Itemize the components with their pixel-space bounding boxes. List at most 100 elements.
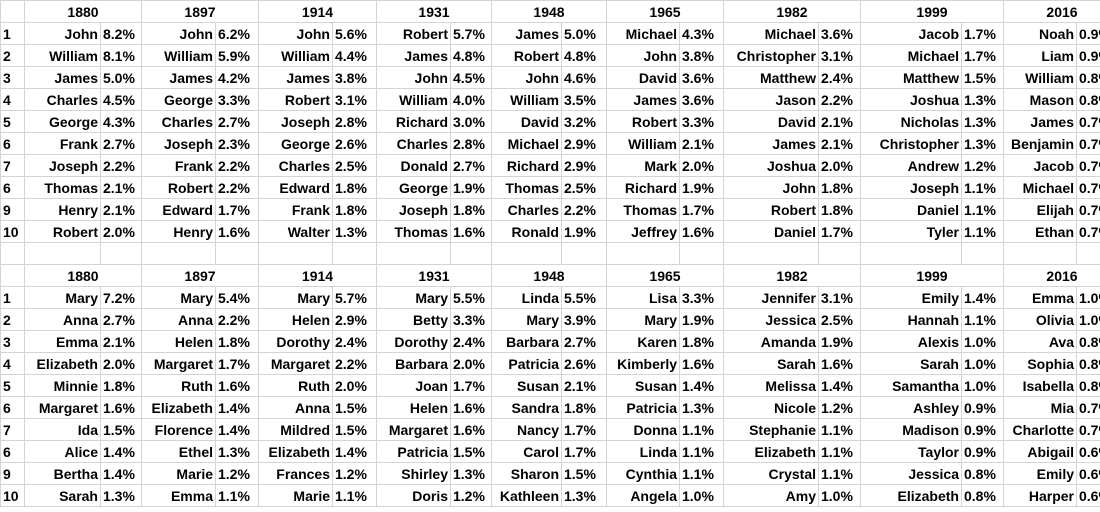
percent-cell[interactable]: 0.7% — [1076, 396, 1100, 419]
name-cell[interactable]: John — [258, 22, 333, 45]
percent-cell[interactable]: 2.2% — [332, 352, 377, 375]
name-cell[interactable]: Alexis — [860, 330, 962, 353]
name-cell[interactable]: Cynthia — [606, 462, 680, 485]
percent-cell[interactable]: 2.9% — [561, 132, 607, 155]
empty-cell[interactable] — [606, 242, 680, 265]
name-cell[interactable]: James — [606, 88, 680, 111]
year-header-cell[interactable]: 1931 — [376, 0, 492, 23]
percent-cell[interactable]: 2.2% — [561, 198, 607, 221]
name-cell[interactable]: Elizabeth — [258, 440, 333, 463]
percent-cell[interactable]: 1.0% — [679, 484, 724, 507]
name-cell[interactable]: Jacob — [860, 22, 962, 45]
empty-cell[interactable] — [24, 242, 101, 265]
percent-cell[interactable]: 1.8% — [332, 176, 377, 199]
name-cell[interactable]: Ida — [24, 418, 101, 441]
percent-cell[interactable]: 1.5% — [332, 418, 377, 441]
name-cell[interactable]: Henry — [141, 220, 216, 243]
name-cell[interactable]: Mary — [141, 286, 216, 309]
percent-cell[interactable]: 4.2% — [215, 66, 259, 89]
percent-cell[interactable]: 0.6% — [1076, 462, 1100, 485]
percent-cell[interactable]: 2.2% — [215, 154, 259, 177]
percent-cell[interactable]: 8.1% — [100, 44, 142, 67]
percent-cell[interactable]: 1.9% — [818, 330, 861, 353]
name-cell[interactable]: Robert — [376, 22, 451, 45]
percent-cell[interactable]: 1.1% — [961, 176, 1004, 199]
name-cell[interactable]: Ashley — [860, 396, 962, 419]
percent-cell[interactable]: 3.8% — [679, 44, 724, 67]
percent-cell[interactable]: 3.0% — [450, 110, 492, 133]
name-cell[interactable]: John — [141, 22, 216, 45]
name-cell[interactable]: Donald — [376, 154, 451, 177]
name-cell[interactable]: Joseph — [860, 176, 962, 199]
name-cell[interactable]: Donna — [606, 418, 680, 441]
year-header-cell[interactable]: 1999 — [860, 264, 1004, 287]
name-cell[interactable]: William — [491, 88, 562, 111]
name-cell[interactable]: Barbara — [376, 352, 451, 375]
rank-cell[interactable]: 4 — [0, 352, 25, 375]
percent-cell[interactable]: 1.1% — [818, 462, 861, 485]
percent-cell[interactable]: 2.2% — [215, 308, 259, 331]
name-cell[interactable]: William — [1003, 66, 1077, 89]
name-cell[interactable]: Margaret — [141, 352, 216, 375]
name-cell[interactable]: Thomas — [24, 176, 101, 199]
percent-cell[interactable]: 5.7% — [332, 286, 377, 309]
name-cell[interactable]: Richard — [491, 154, 562, 177]
name-cell[interactable]: David — [723, 110, 819, 133]
name-cell[interactable]: Marie — [141, 462, 216, 485]
name-cell[interactable]: David — [491, 110, 562, 133]
percent-cell[interactable]: 3.3% — [679, 286, 724, 309]
percent-cell[interactable]: 2.4% — [332, 330, 377, 353]
percent-cell[interactable]: 1.8% — [215, 330, 259, 353]
name-cell[interactable]: Betty — [376, 308, 451, 331]
percent-cell[interactable]: 3.3% — [215, 88, 259, 111]
name-cell[interactable]: Robert — [606, 110, 680, 133]
name-cell[interactable]: Daniel — [860, 198, 962, 221]
name-cell[interactable]: Minnie — [24, 374, 101, 397]
percent-cell[interactable]: 2.1% — [100, 330, 142, 353]
percent-cell[interactable]: 4.6% — [561, 66, 607, 89]
percent-cell[interactable]: 3.1% — [818, 286, 861, 309]
percent-cell[interactable]: 0.8% — [1076, 352, 1100, 375]
name-cell[interactable]: Margaret — [258, 352, 333, 375]
percent-cell[interactable]: 3.3% — [450, 308, 492, 331]
name-cell[interactable]: Angela — [606, 484, 680, 507]
name-cell[interactable]: Karen — [606, 330, 680, 353]
percent-cell[interactable]: 3.5% — [561, 88, 607, 111]
percent-cell[interactable]: 2.5% — [332, 154, 377, 177]
name-cell[interactable]: Emma — [24, 330, 101, 353]
name-cell[interactable]: Helen — [258, 308, 333, 331]
name-cell[interactable]: Harper — [1003, 484, 1077, 507]
percent-cell[interactable]: 4.3% — [679, 22, 724, 45]
name-cell[interactable]: George — [376, 176, 451, 199]
name-cell[interactable]: Joseph — [141, 132, 216, 155]
name-cell[interactable]: Michael — [1003, 176, 1077, 199]
percent-cell[interactable]: 2.0% — [679, 154, 724, 177]
percent-cell[interactable]: 1.9% — [450, 176, 492, 199]
percent-cell[interactable]: 1.4% — [100, 462, 142, 485]
name-cell[interactable]: William — [376, 88, 451, 111]
percent-cell[interactable]: 1.6% — [818, 352, 861, 375]
percent-cell[interactable]: 1.6% — [679, 220, 724, 243]
name-cell[interactable]: Daniel — [723, 220, 819, 243]
percent-cell[interactable]: 0.8% — [1076, 374, 1100, 397]
percent-cell[interactable]: 1.5% — [100, 418, 142, 441]
percent-cell[interactable]: 2.1% — [561, 374, 607, 397]
percent-cell[interactable]: 1.2% — [450, 484, 492, 507]
name-cell[interactable]: Walter — [258, 220, 333, 243]
percent-cell[interactable]: 2.4% — [450, 330, 492, 353]
empty-cell[interactable] — [1076, 242, 1100, 265]
percent-cell[interactable]: 5.7% — [450, 22, 492, 45]
year-header-cell[interactable]: 1897 — [141, 0, 259, 23]
percent-cell[interactable]: 2.3% — [215, 132, 259, 155]
name-cell[interactable]: Charlotte — [1003, 418, 1077, 441]
name-cell[interactable]: Nicole — [723, 396, 819, 419]
rank-cell[interactable]: 6 — [0, 396, 25, 419]
name-cell[interactable]: Christopher — [723, 44, 819, 67]
percent-cell[interactable]: 3.6% — [679, 88, 724, 111]
name-cell[interactable]: Crystal — [723, 462, 819, 485]
name-cell[interactable]: Anna — [141, 308, 216, 331]
percent-cell[interactable]: 1.6% — [450, 396, 492, 419]
percent-cell[interactable]: 3.6% — [818, 22, 861, 45]
name-cell[interactable]: Robert — [141, 176, 216, 199]
rank-cell[interactable]: 7 — [0, 154, 25, 177]
